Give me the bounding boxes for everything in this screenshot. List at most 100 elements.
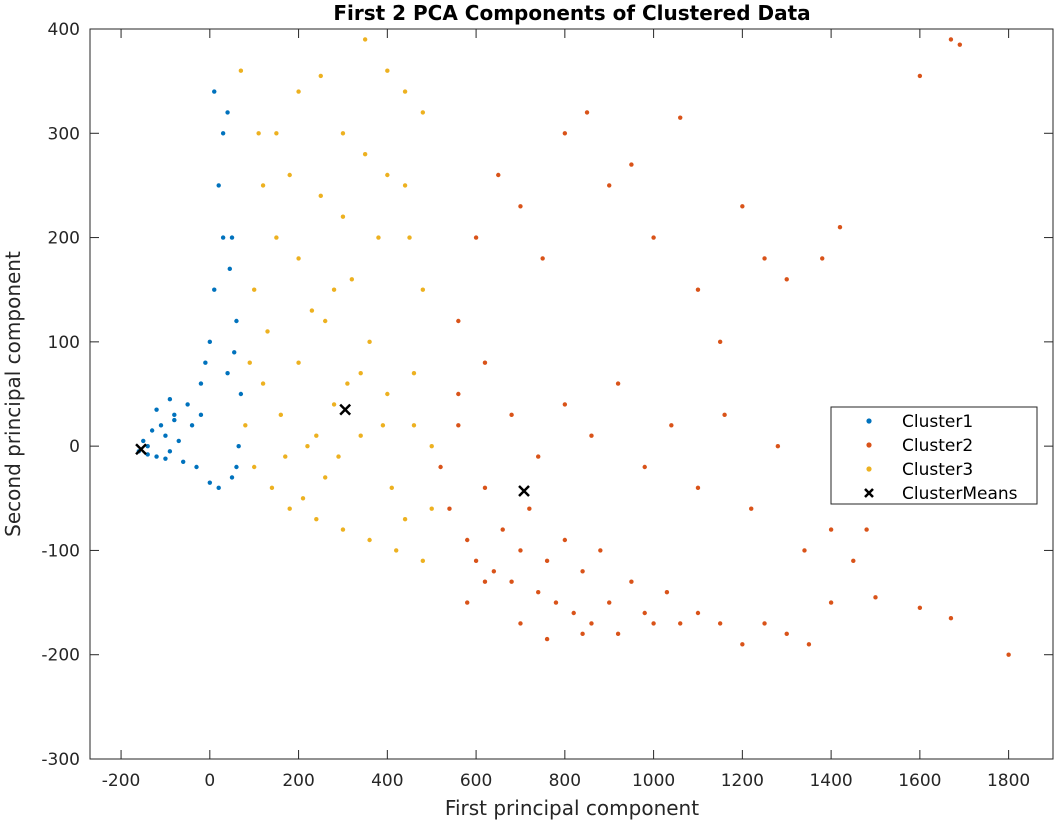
data-point: [456, 318, 461, 324]
data-point: [358, 370, 363, 376]
plot-area: [89, 28, 1054, 760]
data-point: [362, 37, 368, 42]
data-point: [198, 412, 204, 418]
data-point: [331, 402, 337, 407]
series-cluster1: [136, 89, 244, 491]
data-point: [420, 558, 426, 564]
data-point: [234, 464, 239, 470]
data-point: [407, 235, 412, 240]
data-point: [167, 397, 173, 402]
data-point: [345, 381, 350, 386]
data-point: [553, 600, 559, 605]
legend-entry: Cluster1: [866, 412, 973, 432]
x-tick-label: 1400: [809, 771, 852, 791]
data-point: [172, 417, 177, 423]
data-point: [296, 89, 301, 94]
y-tick-label: 100: [48, 333, 80, 353]
data-point: [775, 443, 781, 449]
data-point: [318, 73, 323, 79]
data-point: [669, 423, 674, 428]
data-point: [236, 443, 241, 449]
data-point: [491, 569, 497, 574]
data-point: [562, 131, 568, 136]
data-point: [300, 496, 306, 501]
data-point: [518, 204, 523, 209]
data-point: [447, 506, 452, 511]
legend-marker: [866, 442, 872, 448]
data-point: [664, 589, 670, 595]
data-point: [238, 68, 244, 73]
data-point: [367, 339, 372, 345]
data-point: [722, 412, 727, 418]
points-layer: [135, 37, 1011, 657]
data-point: [717, 621, 723, 626]
cluster-mean-marker: [135, 443, 147, 456]
series-cluster2: [438, 37, 1011, 657]
data-point: [749, 506, 754, 511]
data-point: [385, 391, 390, 397]
data-point: [607, 600, 612, 605]
y-tick-label: -100: [41, 541, 80, 561]
data-point: [287, 172, 292, 178]
x-tick-label: 1800: [987, 771, 1030, 791]
data-point: [917, 73, 923, 79]
data-point: [336, 454, 341, 459]
data-point: [349, 277, 355, 282]
data-point: [402, 89, 408, 94]
data-point: [247, 360, 252, 365]
data-point: [149, 428, 155, 433]
data-point: [340, 527, 346, 532]
data-point: [229, 475, 235, 480]
data-point: [456, 391, 461, 397]
data-point: [828, 600, 834, 605]
series-cluster3: [238, 37, 434, 564]
data-point: [358, 433, 363, 438]
data-point: [948, 37, 954, 42]
data-point: [762, 256, 767, 261]
data-point: [957, 42, 963, 47]
data-point: [225, 370, 230, 376]
data-point: [207, 339, 213, 345]
data-point: [220, 131, 226, 136]
data-point: [562, 402, 568, 407]
data-point: [629, 162, 634, 167]
series-clustermeans: [135, 403, 530, 497]
data-point: [580, 631, 585, 637]
data-point: [482, 360, 488, 365]
data-point: [828, 527, 834, 532]
data-point: [251, 464, 257, 470]
data-point: [340, 131, 346, 136]
data-point: [584, 110, 590, 115]
data-point: [580, 569, 585, 574]
data-point: [544, 558, 550, 564]
data-point: [394, 548, 399, 553]
data-point: [314, 516, 319, 522]
data-point: [411, 370, 417, 376]
data-point: [158, 423, 164, 428]
data-point: [473, 558, 479, 564]
data-point: [260, 183, 266, 188]
data-point: [163, 433, 168, 438]
data-point: [278, 412, 284, 418]
legend-box: [830, 406, 1038, 505]
data-point: [212, 287, 217, 292]
x-tick-label: 1600: [898, 771, 941, 791]
y-tick-label: 300: [48, 124, 80, 144]
legend-label: Cluster3: [902, 460, 973, 480]
cluster-mean-marker: [518, 485, 530, 497]
data-point: [225, 110, 230, 115]
legend-marker: [864, 488, 874, 498]
data-point: [172, 412, 177, 418]
data-point: [518, 621, 523, 626]
data-point: [420, 110, 426, 115]
data-point: [589, 433, 594, 438]
legend-entry: Cluster3: [866, 460, 973, 480]
data-point: [695, 610, 701, 616]
data-point: [465, 600, 470, 605]
data-point: [385, 68, 390, 73]
data-point: [740, 204, 745, 209]
data-point: [389, 485, 394, 491]
data-point: [269, 485, 275, 491]
data-point: [154, 454, 159, 459]
